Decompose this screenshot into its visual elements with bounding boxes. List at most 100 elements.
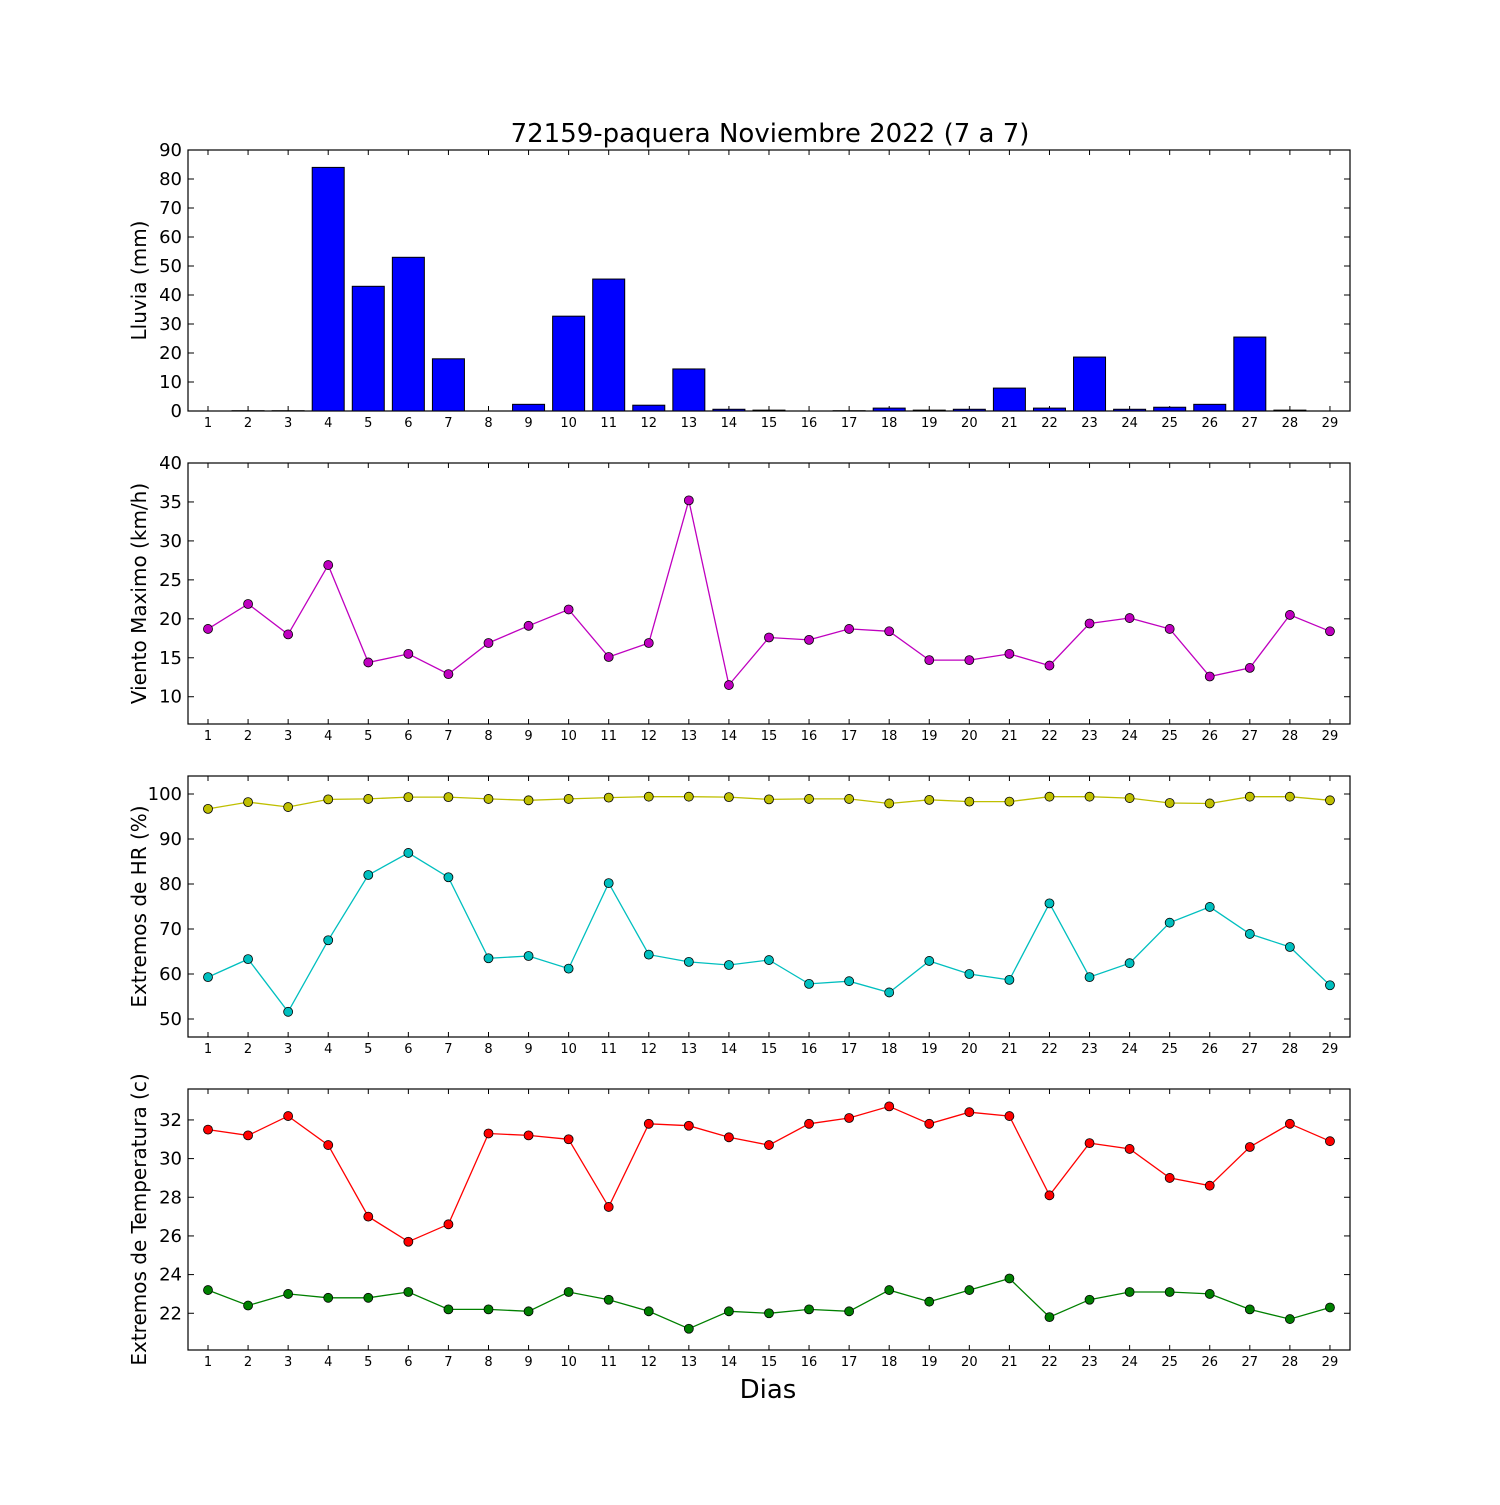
temperature-xtick-label: 26 (1201, 1355, 1218, 1370)
wind-point (684, 496, 693, 505)
wind-point (1085, 619, 1094, 628)
temperature-point (284, 1289, 293, 1298)
humidity-point (1325, 796, 1334, 805)
humidity-point (724, 793, 733, 802)
temperature-xtick-label: 21 (1001, 1355, 1018, 1370)
rain-ytick-label: 60 (159, 227, 182, 248)
rain-xtick-label: 6 (404, 416, 412, 431)
temperature-point (1205, 1289, 1214, 1298)
temperature-point (805, 1305, 814, 1314)
humidity-point (564, 794, 573, 803)
temperature-point (805, 1119, 814, 1128)
humidity-xtick-label: 26 (1201, 1042, 1218, 1057)
humidity-point (1005, 797, 1014, 806)
temperature-point (524, 1307, 533, 1316)
temperature-point (684, 1324, 693, 1333)
rain-ytick-label: 70 (159, 198, 182, 219)
temperature-point (845, 1114, 854, 1123)
rain-xtick-label: 11 (600, 416, 617, 431)
wind-point (204, 624, 213, 633)
humidity-point (204, 804, 213, 813)
rain-xtick-label: 18 (881, 416, 898, 431)
humidity-point (524, 796, 533, 805)
humidity-point (684, 792, 693, 801)
wind-xtick-label: 7 (444, 729, 452, 744)
humidity-xtick-label: 17 (841, 1042, 858, 1057)
rain-xtick-label: 9 (524, 416, 532, 431)
rain-bar (673, 369, 705, 411)
temperature-xtick-label: 7 (444, 1355, 452, 1370)
temperature-xtick-label: 2 (244, 1355, 252, 1370)
temperature-point (684, 1121, 693, 1130)
temperature-xtick-label: 19 (921, 1355, 938, 1370)
temperature-xtick-label: 6 (404, 1355, 412, 1370)
wind-xtick-label: 1 (204, 729, 212, 744)
wind-point (1165, 624, 1174, 633)
temperature-point (1325, 1303, 1334, 1312)
humidity-xtick-label: 20 (961, 1042, 978, 1057)
rain-bar (1114, 409, 1146, 411)
wind-point (484, 638, 493, 647)
wind-xtick-label: 5 (364, 729, 372, 744)
temperature-point (244, 1131, 253, 1140)
humidity-point (1285, 792, 1294, 801)
wind-ytick-label: 15 (159, 648, 182, 669)
wind-point (965, 656, 974, 665)
humidity-xtick-label: 7 (444, 1042, 452, 1057)
temperature-point (1285, 1315, 1294, 1324)
rain-bar (1154, 407, 1186, 411)
temperature-xtick-label: 13 (681, 1355, 698, 1370)
humidity-y-axis-label: Extremos de HR (%) (127, 805, 151, 1007)
wind-point (244, 600, 253, 609)
humidity-point (524, 952, 533, 961)
humidity-xtick-label: 12 (640, 1042, 657, 1057)
humidity-point (965, 797, 974, 806)
temperature-xtick-label: 15 (761, 1355, 778, 1370)
rain-ytick-label: 10 (159, 372, 182, 393)
wind-y-axis-label: Viento Maximo (km/h) (127, 483, 151, 704)
temperature-point (764, 1309, 773, 1318)
rain-ytick-label: 0 (171, 401, 182, 422)
rain-xtick-label: 16 (801, 416, 818, 431)
wind-point (764, 633, 773, 642)
temperature-point (324, 1293, 333, 1302)
wind-xtick-label: 26 (1201, 729, 1218, 744)
humidity-point (764, 795, 773, 804)
rain-xtick-label: 19 (921, 416, 938, 431)
humidity-xtick-label: 6 (404, 1042, 412, 1057)
humidity-xtick-label: 9 (524, 1042, 532, 1057)
humidity-xtick-label: 11 (600, 1042, 617, 1057)
wind-xtick-label: 28 (1282, 729, 1299, 744)
temperature-point (644, 1119, 653, 1128)
temperature-point (1125, 1144, 1134, 1153)
temperature-point (764, 1141, 773, 1150)
temperature-xtick-label: 9 (524, 1355, 532, 1370)
temperature-xtick-label: 1 (204, 1355, 212, 1370)
humidity-point (684, 957, 693, 966)
chart-title: 72159-paquera Noviembre 2022 (7 a 7) (511, 119, 1030, 149)
temperature-point (284, 1112, 293, 1121)
temperature-xtick-label: 12 (640, 1355, 657, 1370)
rain-bar (753, 410, 785, 411)
temperature-point (644, 1307, 653, 1316)
humidity-point (484, 794, 493, 803)
humidity-xtick-label: 5 (364, 1042, 372, 1057)
rain-xtick-label: 5 (364, 416, 372, 431)
temperature-point (364, 1293, 373, 1302)
temperature-ytick-label: 24 (159, 1265, 182, 1286)
wind-xtick-label: 12 (640, 729, 657, 744)
wind-xtick-label: 23 (1081, 729, 1098, 744)
rain-xtick-label: 3 (284, 416, 292, 431)
wind-xtick-label: 9 (524, 729, 532, 744)
wind-xtick-label: 20 (961, 729, 978, 744)
temperature-xtick-label: 11 (600, 1355, 617, 1370)
wind-xtick-label: 22 (1041, 729, 1058, 744)
rain-bar (312, 167, 344, 411)
temperature-xtick-label: 22 (1041, 1355, 1058, 1370)
humidity-ytick-label: 60 (159, 964, 182, 985)
wind-xtick-label: 18 (881, 729, 898, 744)
wind-point (364, 658, 373, 667)
humidity-point (1085, 792, 1094, 801)
rain-xtick-label: 7 (444, 416, 452, 431)
temperature-point (324, 1141, 333, 1150)
